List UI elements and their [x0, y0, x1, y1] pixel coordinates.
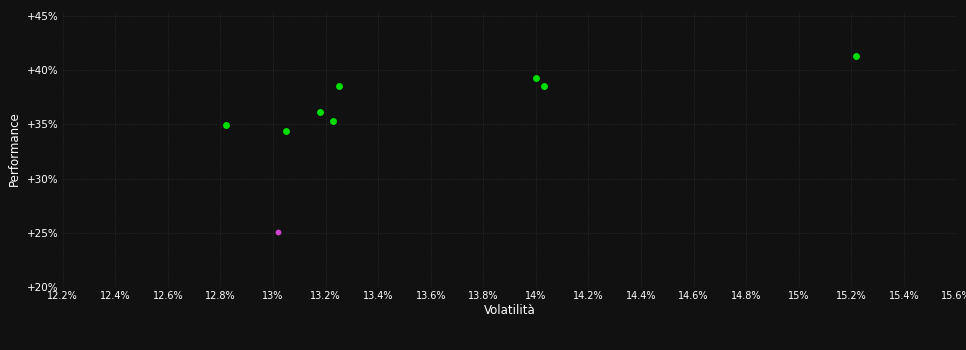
Point [331, 84, 347, 89]
X-axis label: Volatilità: Volatilità [484, 304, 535, 317]
Point [218, 122, 234, 128]
Point [849, 53, 865, 59]
Y-axis label: Performance: Performance [9, 111, 21, 186]
Point [528, 75, 544, 80]
Point [278, 128, 294, 134]
Point [270, 229, 286, 234]
Point [536, 84, 552, 89]
Point [326, 118, 341, 124]
Point [313, 110, 328, 115]
